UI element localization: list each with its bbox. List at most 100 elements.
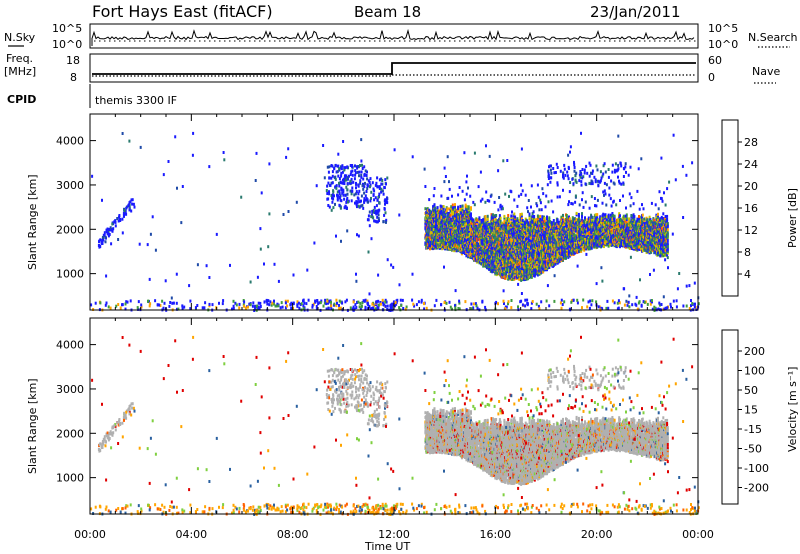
power-point — [429, 231, 432, 235]
power-point — [517, 194, 520, 198]
power-point — [495, 265, 498, 269]
power-point — [441, 224, 444, 228]
power-point — [545, 194, 548, 198]
power-point — [472, 218, 475, 222]
power-point — [437, 237, 440, 241]
power-point — [448, 207, 450, 211]
power-point — [520, 212, 523, 216]
power-point — [495, 214, 498, 217]
power-point — [436, 210, 439, 214]
power-point — [486, 253, 488, 257]
power-point — [477, 235, 480, 239]
power-point — [457, 239, 460, 243]
power-point — [428, 218, 431, 221]
nsearch-tick-bottom: 10^0 — [708, 38, 738, 51]
power-point — [558, 195, 561, 199]
power-point — [528, 212, 531, 216]
power-point — [445, 238, 448, 242]
power-point — [477, 185, 480, 189]
freq-strip — [89, 53, 699, 83]
power-point — [473, 254, 475, 258]
power-point — [433, 187, 436, 190]
power-point — [526, 206, 529, 210]
power-point — [459, 209, 462, 213]
power-point — [488, 199, 491, 203]
power-point — [447, 196, 450, 200]
power-point — [550, 199, 553, 203]
power-point — [581, 212, 583, 216]
power-point — [448, 235, 450, 239]
power-point — [465, 252, 468, 256]
power-point — [487, 237, 490, 241]
power-point — [485, 190, 488, 194]
nsky-tick-bottom: 10^0 — [52, 38, 82, 51]
power-point — [552, 219, 555, 222]
power-point — [539, 214, 542, 218]
power-point — [544, 205, 547, 209]
power-point — [445, 241, 448, 245]
power-point — [540, 208, 543, 212]
power-point — [470, 214, 472, 217]
power-point — [450, 245, 453, 249]
power-point — [488, 249, 491, 253]
power-point — [546, 215, 548, 219]
power-point — [445, 209, 448, 213]
freq-trace — [92, 62, 696, 75]
power-point — [492, 220, 495, 224]
power-point — [469, 194, 472, 198]
power-point — [476, 255, 479, 259]
nsky-label: N.Sky — [4, 31, 36, 44]
power-point — [510, 190, 513, 194]
power-point — [461, 224, 464, 228]
power-point — [470, 217, 473, 221]
power-point — [448, 238, 451, 242]
power-point — [460, 244, 463, 248]
power-point — [528, 217, 531, 221]
power-point — [459, 206, 462, 210]
power-point — [451, 213, 453, 216]
power-point — [547, 200, 550, 204]
power-point — [486, 214, 489, 218]
power-point — [533, 215, 536, 218]
power-point — [435, 229, 438, 233]
power-point — [483, 260, 486, 264]
power-point — [448, 187, 451, 191]
power-point — [472, 200, 475, 204]
power-point — [472, 233, 475, 237]
power-point — [452, 234, 455, 238]
power-point — [479, 220, 482, 224]
power-point — [463, 241, 466, 245]
power-point — [530, 205, 532, 209]
beam-label: Beam 18 — [354, 3, 421, 21]
power-point — [470, 228, 473, 232]
power-point — [434, 228, 437, 232]
power-point — [427, 213, 430, 217]
power-point — [575, 211, 578, 215]
power-point — [489, 233, 491, 237]
power-point — [458, 186, 461, 189]
power-point — [507, 214, 510, 217]
power-point — [460, 247, 463, 251]
power-point — [457, 193, 460, 197]
power-point — [504, 192, 507, 196]
power-point — [476, 238, 479, 242]
power-point — [588, 206, 591, 210]
power-point — [431, 225, 434, 228]
power-point — [501, 207, 504, 211]
power-point — [491, 234, 494, 238]
power-point — [424, 185, 427, 188]
power-point — [432, 236, 434, 240]
power-point — [440, 194, 443, 198]
power-point — [463, 211, 466, 215]
power-point — [494, 235, 497, 239]
power-point — [484, 200, 487, 204]
power-point — [434, 206, 437, 210]
power-point — [542, 192, 545, 196]
power-point — [486, 199, 489, 202]
power-point — [498, 196, 501, 199]
power-point — [457, 213, 460, 217]
power-point — [441, 238, 444, 242]
power-point — [466, 250, 469, 254]
power-point — [440, 238, 443, 241]
power-point — [424, 207, 427, 211]
